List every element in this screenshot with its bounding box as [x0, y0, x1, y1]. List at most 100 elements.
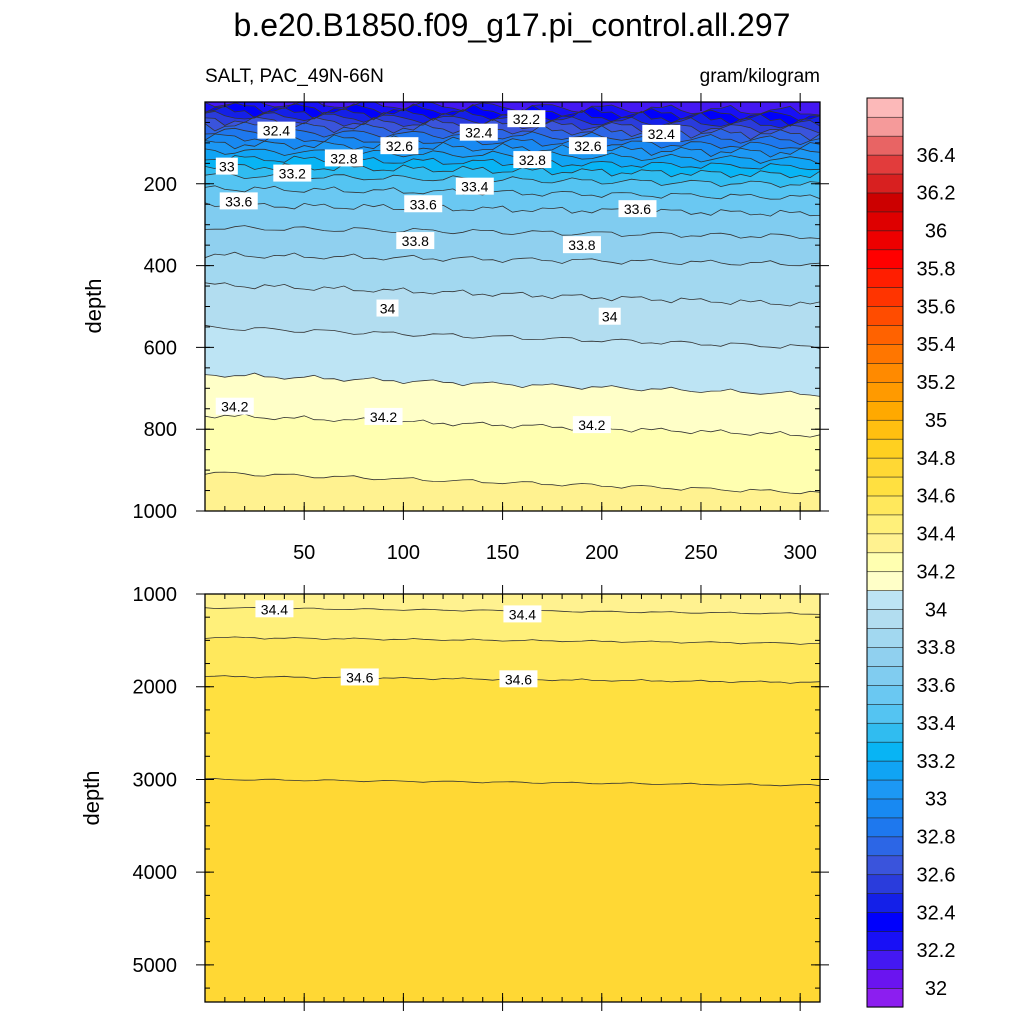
- contour-label: 33.8: [396, 232, 435, 250]
- x-tick-label: 300: [783, 542, 816, 564]
- colorbar-box: [866, 533, 904, 554]
- y-tick-label: 5000: [133, 955, 178, 977]
- colorbar-tick-label: 34.2: [917, 561, 956, 583]
- svg-text:34.6: 34.6: [505, 671, 532, 687]
- lower-panel-frame: [204, 593, 821, 1003]
- contour-label: 32.8: [513, 151, 552, 169]
- upper-panel-frame: [204, 101, 821, 512]
- colorbar-box: [866, 230, 904, 251]
- y-tick-label: 600: [144, 337, 177, 359]
- y-tick-label: 1000: [133, 501, 178, 523]
- colorbar-box: [866, 836, 904, 857]
- colorbar-tick-label: 35.2: [917, 372, 956, 394]
- colorbar-tick-label: 35: [925, 410, 947, 432]
- x-tick-label: 100: [387, 542, 420, 564]
- contour-label: 34.4: [255, 600, 294, 618]
- colorbar-box: [866, 268, 904, 288]
- colorbar-tick-label: 33.6: [917, 675, 956, 697]
- colorbar-tick-label: 35.8: [917, 258, 956, 280]
- contour-line: [205, 102, 820, 116]
- colorbar-box: [866, 343, 904, 364]
- colorbar-tick-label: 33.2: [917, 751, 956, 773]
- contour-label: 32.4: [642, 124, 681, 142]
- colorbar-tick-label: 32: [925, 978, 947, 1000]
- colorbar-box: [866, 609, 904, 629]
- colorbar-box: [866, 646, 904, 667]
- chart-title: b.e20.B1850.f09_g17.pi_control.all.297: [234, 7, 791, 43]
- colorbar-tick-label: 36.4: [917, 145, 956, 167]
- contour-label: 33.6: [404, 195, 443, 213]
- colorbar-box: [866, 438, 904, 459]
- colorbar-tick-label: 32.6: [917, 864, 956, 886]
- svg-text:34: 34: [602, 309, 618, 325]
- colorbar-box: [866, 684, 904, 705]
- colorbar-box: [866, 552, 904, 573]
- colorbar-box: [866, 249, 904, 270]
- svg-text:32.6: 32.6: [386, 138, 413, 154]
- colorbar-box: [866, 930, 904, 951]
- svg-text:32.8: 32.8: [330, 150, 357, 166]
- colorbar-box: [866, 116, 904, 137]
- colorbar-box: [866, 476, 904, 497]
- contour-line: [205, 225, 820, 240]
- contour-label: 33.6: [618, 200, 657, 218]
- y-tick-label: 400: [144, 256, 177, 278]
- contour-line: [205, 155, 820, 171]
- contour-line: [205, 148, 820, 165]
- colorbar-box: [866, 855, 904, 876]
- contour-label: 34.6: [499, 670, 538, 688]
- svg-text:34.2: 34.2: [221, 399, 248, 415]
- colorbar-box: [866, 893, 904, 913]
- contour-label: 33.8: [562, 236, 601, 254]
- x-tick-label: 150: [486, 542, 519, 564]
- colorbar-tick-label: 35.4: [917, 334, 956, 356]
- colorbar-tick-label: 34.4: [917, 524, 956, 546]
- colorbar-box: [866, 306, 904, 326]
- svg-text:34.4: 34.4: [261, 601, 288, 617]
- colorbar-tick-label: 33.4: [917, 713, 956, 735]
- colorbar-tick-label: 32.8: [917, 827, 956, 849]
- upper-panel-ylabel: depth: [81, 278, 106, 333]
- colorbar-box: [866, 495, 904, 516]
- colorbar-tick-label: 33: [925, 789, 947, 811]
- svg-text:34: 34: [380, 301, 396, 317]
- colorbar-box: [866, 457, 904, 478]
- contour-fill: [205, 472, 820, 511]
- x-tick-label: 200: [585, 542, 618, 564]
- x-tick-label: 50: [293, 542, 315, 564]
- svg-text:33.6: 33.6: [624, 201, 651, 217]
- colorbar-box: [866, 949, 904, 970]
- contour-line: [205, 324, 820, 349]
- colorbar-box: [866, 419, 904, 440]
- contour-label: 33.2: [273, 164, 312, 182]
- contour-label: 34.2: [364, 407, 403, 425]
- colorbar-box: [866, 987, 904, 1008]
- colorbar-box: [866, 514, 904, 535]
- contour-line: [205, 133, 820, 150]
- colorbar-box: [866, 400, 904, 421]
- contour-label: 34.2: [572, 416, 611, 434]
- colorbar-tick-label: 34.6: [917, 486, 956, 508]
- contour-label: 32.4: [257, 121, 296, 139]
- svg-text:33.6: 33.6: [410, 196, 437, 212]
- colorbar-box: [866, 912, 904, 932]
- contour-label: 32.8: [324, 149, 363, 167]
- svg-text:34.6: 34.6: [346, 669, 373, 685]
- contour-line: [205, 778, 820, 787]
- y-tick-label: 2000: [133, 677, 178, 699]
- contour-label: 33.4: [455, 177, 494, 195]
- colorbar-tick-label: 34: [925, 599, 947, 621]
- colorbar-box: [866, 211, 904, 232]
- svg-text:34.4: 34.4: [509, 606, 536, 622]
- x-tick-label: 250: [684, 542, 717, 564]
- contour-label: 33: [215, 157, 238, 175]
- colorbar-box: [866, 798, 904, 819]
- contour-label: 34.4: [503, 605, 542, 623]
- contour-label: 32.2: [507, 110, 546, 128]
- svg-text:32.2: 32.2: [513, 111, 540, 127]
- contour-line: [205, 372, 820, 397]
- colorbar-box: [866, 968, 904, 989]
- y-tick-label: 200: [144, 174, 177, 196]
- contour-label: 32.4: [459, 123, 498, 141]
